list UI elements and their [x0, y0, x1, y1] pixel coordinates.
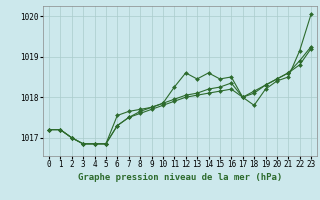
- X-axis label: Graphe pression niveau de la mer (hPa): Graphe pression niveau de la mer (hPa): [78, 173, 282, 182]
